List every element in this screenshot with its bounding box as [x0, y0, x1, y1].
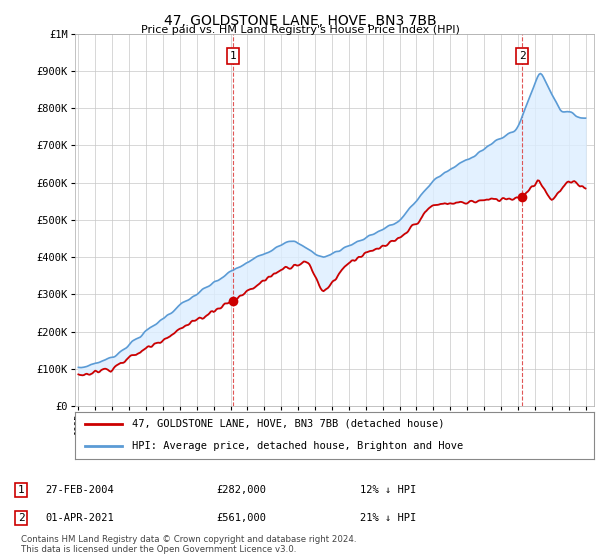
- Text: £282,000: £282,000: [216, 485, 266, 495]
- Text: £561,000: £561,000: [216, 513, 266, 523]
- Text: 1: 1: [17, 485, 25, 495]
- Text: 2: 2: [519, 51, 526, 61]
- Text: Contains HM Land Registry data © Crown copyright and database right 2024.
This d: Contains HM Land Registry data © Crown c…: [21, 535, 356, 554]
- Text: 2: 2: [17, 513, 25, 523]
- Text: 1: 1: [230, 51, 236, 61]
- Text: 21% ↓ HPI: 21% ↓ HPI: [360, 513, 416, 523]
- Text: 12% ↓ HPI: 12% ↓ HPI: [360, 485, 416, 495]
- Text: 47, GOLDSTONE LANE, HOVE, BN3 7BB: 47, GOLDSTONE LANE, HOVE, BN3 7BB: [164, 14, 436, 28]
- Text: 47, GOLDSTONE LANE, HOVE, BN3 7BB (detached house): 47, GOLDSTONE LANE, HOVE, BN3 7BB (detac…: [132, 418, 445, 428]
- Text: 01-APR-2021: 01-APR-2021: [45, 513, 114, 523]
- Text: 27-FEB-2004: 27-FEB-2004: [45, 485, 114, 495]
- Text: Price paid vs. HM Land Registry's House Price Index (HPI): Price paid vs. HM Land Registry's House …: [140, 25, 460, 35]
- Text: HPI: Average price, detached house, Brighton and Hove: HPI: Average price, detached house, Brig…: [132, 441, 463, 451]
